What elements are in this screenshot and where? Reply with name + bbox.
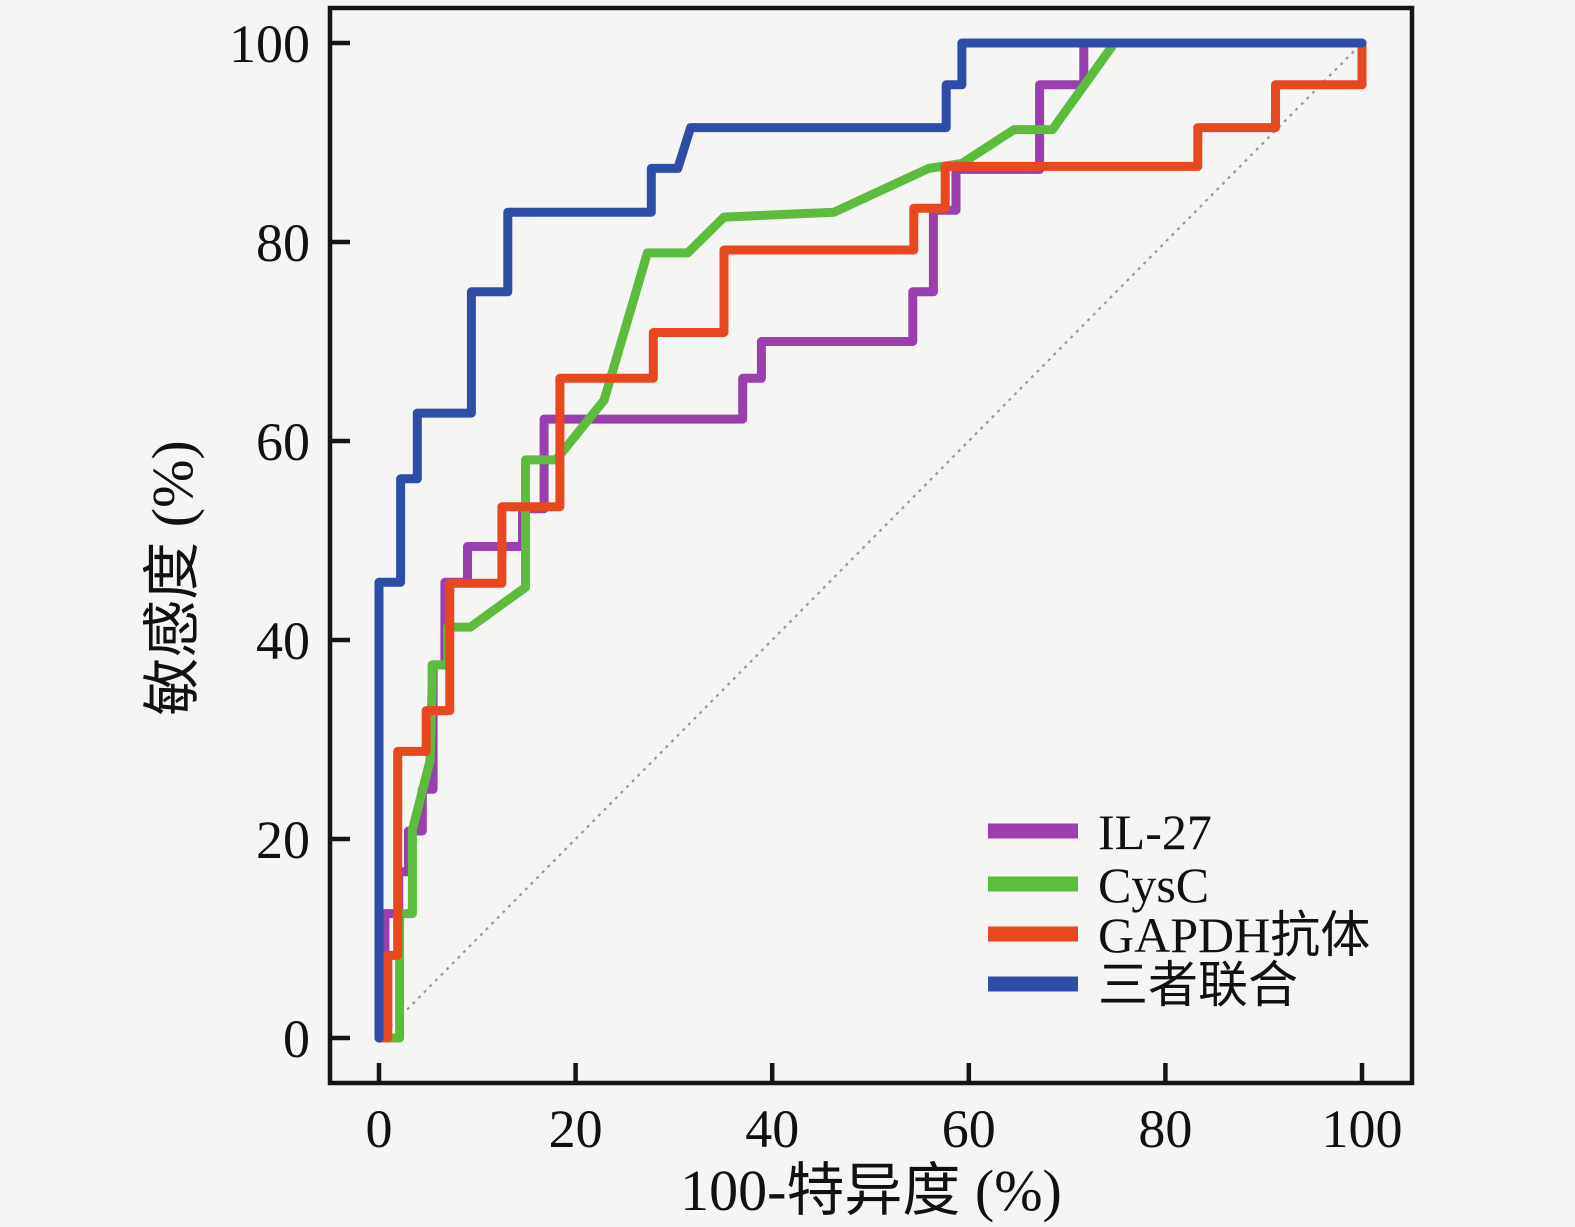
y-axis-tick-label-60: 60 <box>256 412 310 472</box>
legend-item-cysc: CysC <box>988 857 1209 913</box>
roc-curve-cysc <box>374 38 1367 1043</box>
x-axis-tick-label-0: 0 <box>366 1099 393 1159</box>
y-axis-tick-label-100: 100 <box>229 14 310 74</box>
x-axis-tick-label-80: 80 <box>1138 1099 1192 1159</box>
y-axis-tick-label-20: 20 <box>256 810 310 870</box>
x-axis-tick-label-60: 60 <box>942 1099 996 1159</box>
legend-item-三者联合: 三者联合 <box>988 957 1298 1013</box>
legend-label-il-27: IL-27 <box>1098 804 1212 860</box>
x-axis-tick-label-40: 40 <box>745 1099 799 1159</box>
legend-label-cysc: CysC <box>1098 857 1209 913</box>
x-axis-tick-label-100: 100 <box>1322 1099 1403 1159</box>
reference-diagonal-line <box>378 42 1363 1039</box>
y-axis-tick-label-80: 80 <box>256 213 310 273</box>
y-axis-title: 敏感度 (%) <box>140 440 205 715</box>
y-axis-tick-label-40: 40 <box>256 611 310 671</box>
roc-curve-三者联合 <box>374 38 1367 1043</box>
legend-item-gapdh抗体: GAPDH抗体 <box>988 907 1370 963</box>
x-axis-title: 100-特异度 (%) <box>680 1158 1062 1223</box>
roc-curve-gapdh抗体 <box>374 38 1367 1043</box>
y-axis-tick-label-0: 0 <box>283 1009 310 1069</box>
x-axis-tick-label-20: 20 <box>549 1099 603 1159</box>
plot-frame <box>327 5 1415 1086</box>
legend-item-il-27: IL-27 <box>988 804 1212 860</box>
legend-label-gapdh抗体: GAPDH抗体 <box>1098 907 1370 963</box>
legend-label-三者联合: 三者联合 <box>1098 957 1298 1013</box>
